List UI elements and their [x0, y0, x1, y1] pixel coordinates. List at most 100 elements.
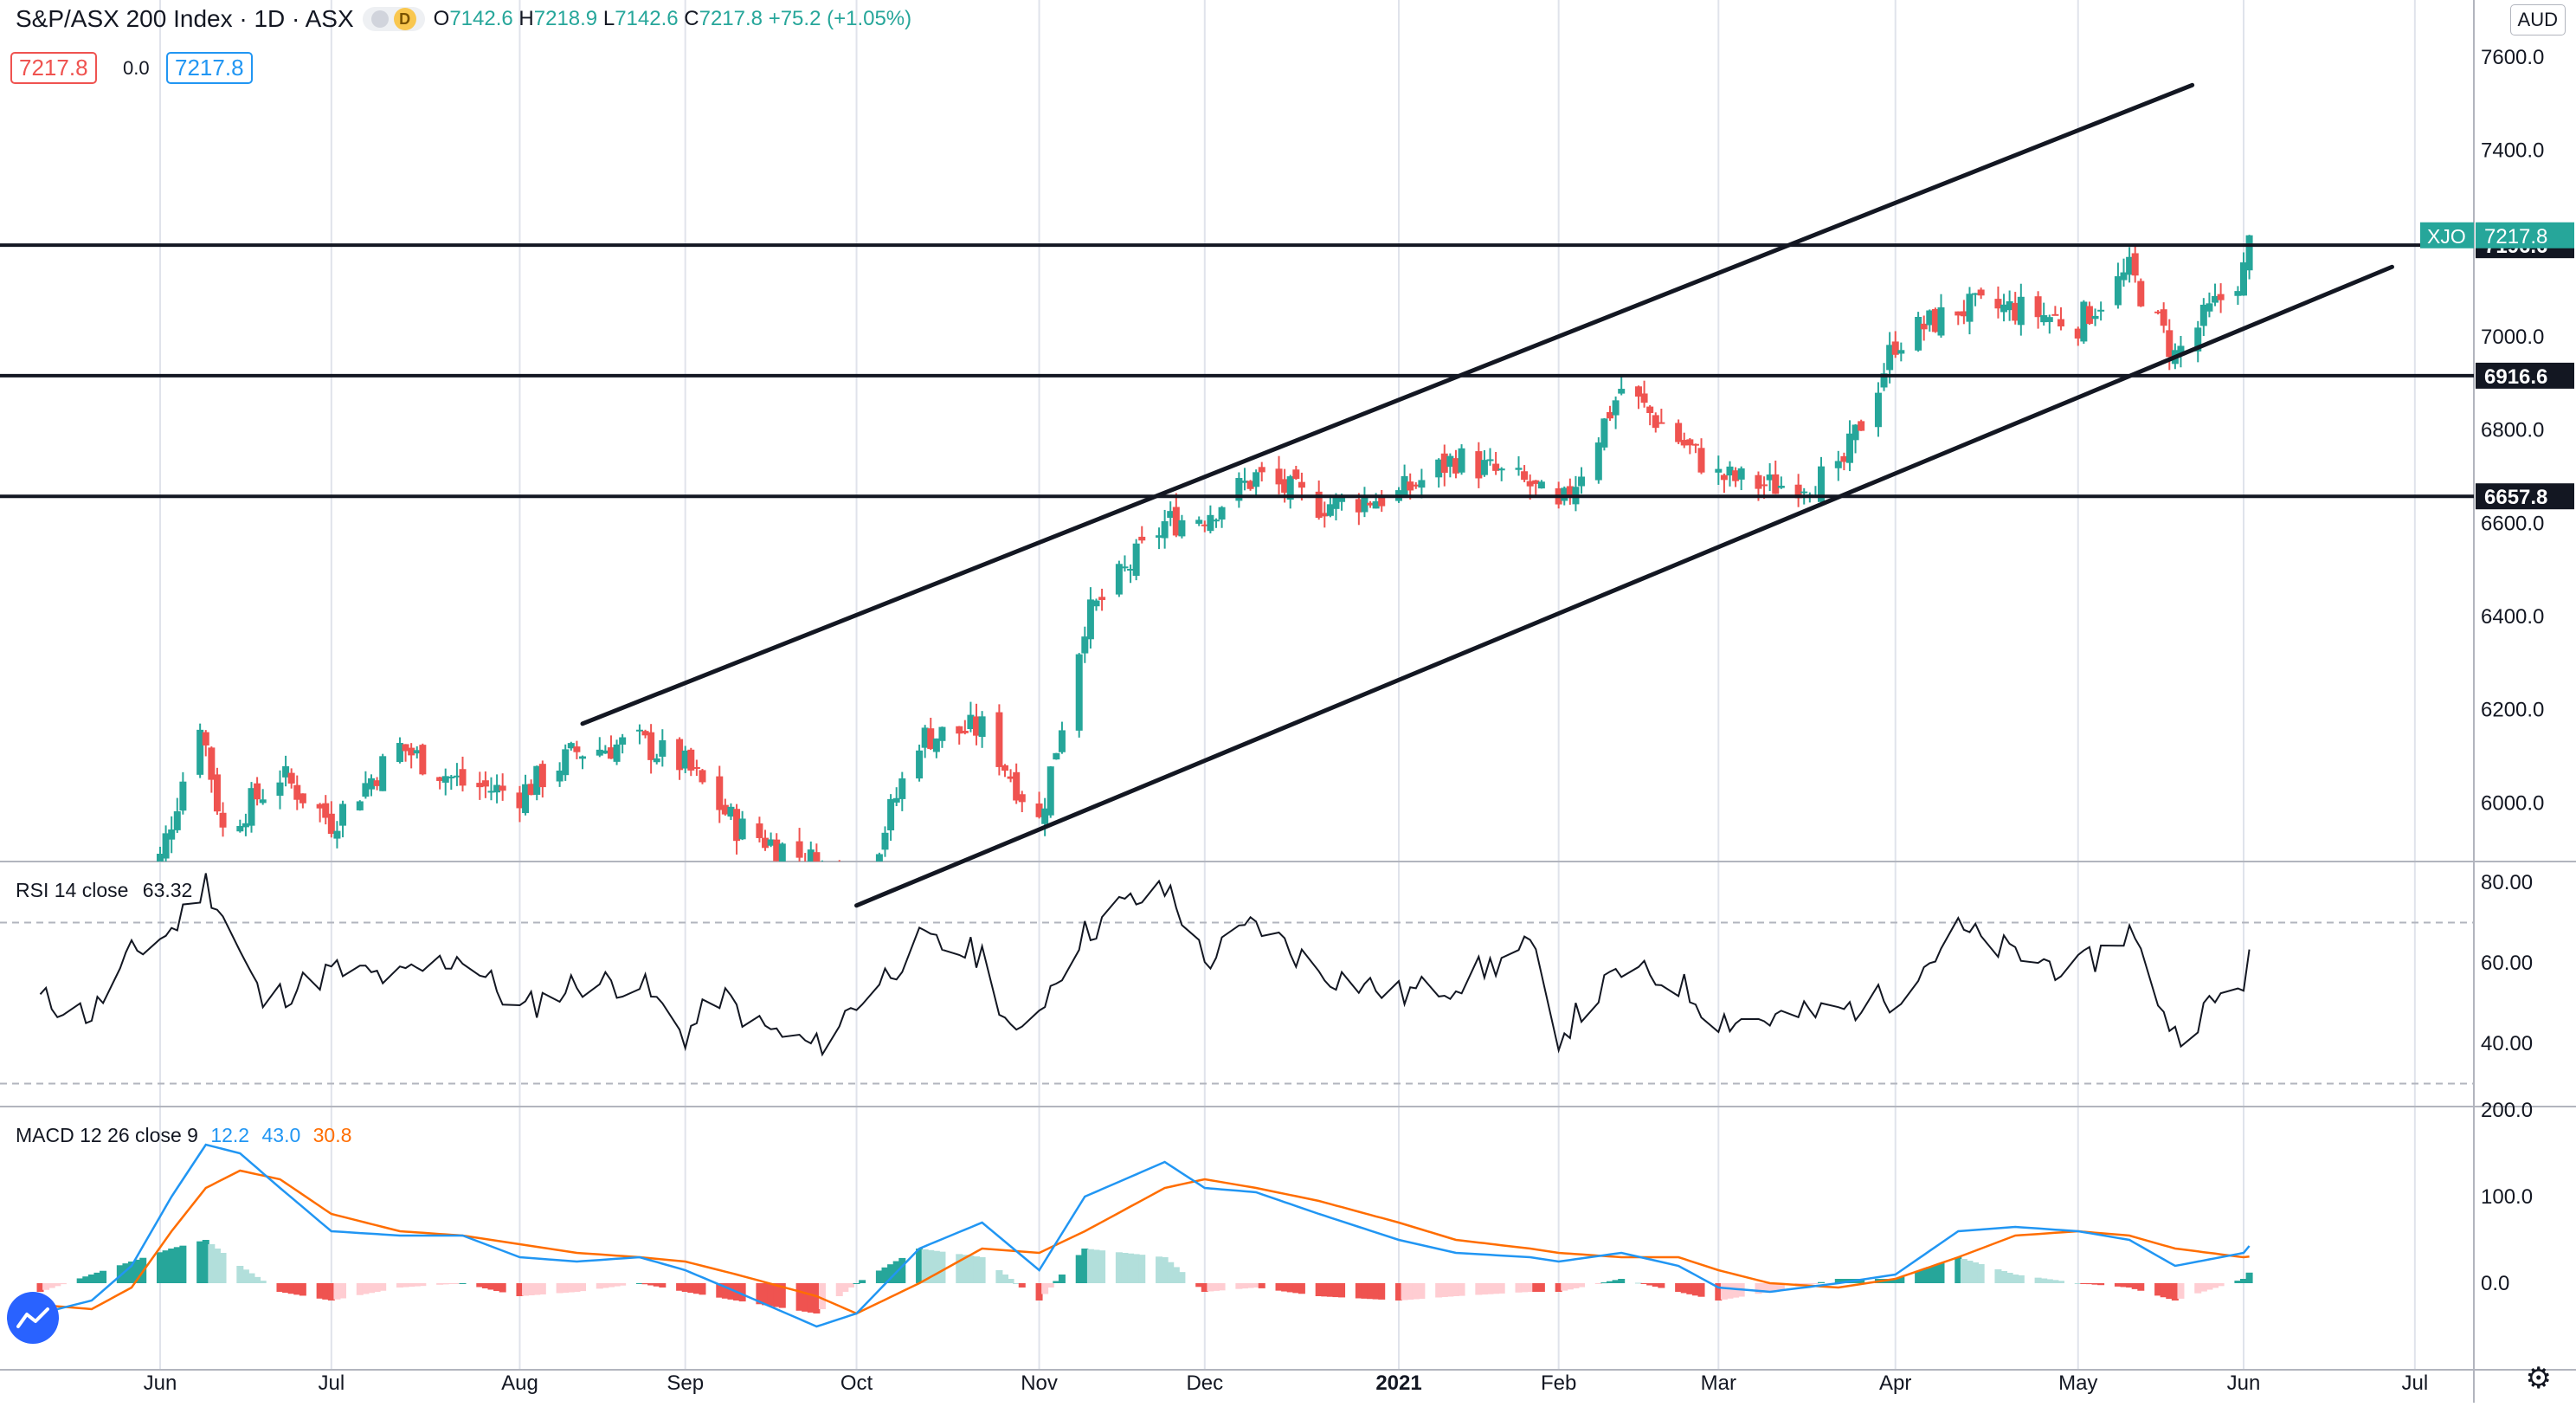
- macd-histogram-bar: [1658, 1283, 1665, 1288]
- candle-body: [2245, 235, 2253, 271]
- candle-body: [1652, 415, 1659, 429]
- candle-body: [727, 806, 735, 817]
- candle-body: [2006, 301, 2013, 311]
- candle-body: [1298, 481, 1305, 488]
- macd-histogram-bar: [1492, 1283, 1500, 1294]
- bid-price-box[interactable]: 7217.8: [10, 52, 97, 84]
- candle-body: [1634, 386, 1642, 397]
- price-tag-symbol: XJO: [2427, 225, 2466, 248]
- delay-badge: D: [393, 8, 416, 30]
- gear-icon[interactable]: ⚙: [2525, 1362, 2552, 1395]
- candle-body: [847, 909, 854, 911]
- candle-body: [157, 854, 164, 862]
- macd-histogram-bar: [802, 1283, 809, 1312]
- macd-histogram-bar: [2040, 1278, 2048, 1283]
- market-status-icon: [370, 10, 389, 28]
- macd-histogram-bar: [967, 1255, 975, 1283]
- level-tag-bg: [2476, 362, 2574, 389]
- macd-histogram-bar: [36, 1283, 44, 1292]
- macd-histogram-bar: [727, 1283, 735, 1300]
- candle-body: [1537, 481, 1545, 489]
- macd-histogram-bar: [1675, 1283, 1683, 1292]
- candle-body: [1275, 468, 1283, 485]
- candle-body: [538, 764, 546, 788]
- candle-body: [1891, 341, 1899, 355]
- candle-body: [2051, 313, 2059, 316]
- candle-body: [1475, 451, 1483, 479]
- macd-histogram-bar: [2212, 1283, 2219, 1288]
- candle-body: [1732, 470, 1740, 481]
- candle-body: [1418, 480, 1426, 488]
- macd-histogram-bar: [927, 1249, 935, 1283]
- macd-histogram-bar: [219, 1253, 227, 1283]
- macd-histogram-bar: [356, 1283, 364, 1295]
- status-pill[interactable]: D: [362, 7, 425, 31]
- currency-label[interactable]: AUD: [2509, 4, 2566, 35]
- macd-histogram-bar: [1212, 1283, 1220, 1291]
- macd-histogram-bar: [1646, 1283, 1654, 1286]
- macd-histogram-bar: [1955, 1257, 1962, 1283]
- macd-histogram-bar: [2166, 1283, 2174, 1300]
- macd-histogram-bar: [1566, 1283, 1574, 1290]
- x-tick-label: Mar: [1701, 1372, 1736, 1395]
- x-tick-label: May: [2058, 1372, 2097, 1395]
- candle-body: [259, 799, 267, 804]
- candle-body: [327, 813, 335, 834]
- candle-body: [1440, 453, 1448, 474]
- macd-histogram-bar: [2217, 1283, 2225, 1287]
- candle-body: [254, 783, 261, 800]
- candle-body: [1680, 440, 1688, 446]
- candle-body: [1566, 486, 1574, 499]
- candle-body: [1041, 808, 1049, 824]
- candle-body: [219, 812, 227, 828]
- symbol-title[interactable]: S&P/ASX 200 Index · 1D · ASX: [16, 5, 354, 32]
- macd-histogram-bar: [1286, 1283, 1294, 1293]
- macd-histogram-bar: [1897, 1276, 1905, 1283]
- macd-histogram-bar: [602, 1283, 609, 1288]
- candle-body: [762, 837, 770, 849]
- macd-histogram-bar: [556, 1283, 564, 1294]
- candle-body: [2120, 272, 2128, 281]
- macd-histogram-bar: [42, 1283, 50, 1290]
- x-tick-label: Aug: [501, 1372, 538, 1395]
- macd-histogram-bar: [1378, 1283, 1386, 1300]
- macd-histogram-bar: [1680, 1283, 1688, 1294]
- candle-body: [1766, 474, 1774, 481]
- macd-legend[interactable]: MACD 12 26 close 9 12.2 43.0 30.8: [16, 1124, 352, 1146]
- candle-body: [836, 869, 843, 881]
- macd-histogram-bar: [322, 1283, 330, 1300]
- rsi-legend[interactable]: RSI 14 close 63.32: [16, 879, 193, 901]
- candle-body: [1452, 458, 1459, 474]
- macd-y-tick: 200.0: [2481, 1099, 2533, 1122]
- macd-histogram-bar: [1555, 1283, 1562, 1292]
- trendline-tool-icon[interactable]: [7, 1292, 59, 1344]
- candle-body: [1195, 520, 1203, 524]
- candle-body: [961, 731, 969, 733]
- candle-body: [2080, 301, 2088, 342]
- macd-histogram-bar: [1458, 1283, 1465, 1296]
- candle-body: [802, 865, 808, 869]
- macd-histogram-bar: [1891, 1279, 1899, 1283]
- candle-body: [379, 756, 387, 791]
- candle-body: [841, 885, 848, 906]
- macd-histogram-bar: [956, 1254, 963, 1283]
- candle-body: [2057, 319, 2064, 327]
- candle-body: [1640, 393, 1648, 403]
- candle-body: [596, 749, 603, 756]
- candle-body: [1435, 459, 1443, 478]
- macd-histogram-bar: [254, 1276, 261, 1283]
- candle-body: [973, 716, 981, 736]
- macd-signal-line: [40, 1169, 2250, 1315]
- candle-body: [1172, 507, 1180, 536]
- macd-histogram-bar: [1452, 1283, 1459, 1296]
- macd-histogram-bar: [1732, 1283, 1740, 1298]
- rsi-line: [39, 873, 2251, 1057]
- candle-body: [978, 716, 986, 738]
- macd-histogram-bar: [1240, 1283, 1248, 1289]
- macd-histogram-bar: [2006, 1273, 2013, 1283]
- macd-histogram-bar: [1401, 1283, 1408, 1301]
- macd-histogram-bar: [1920, 1268, 1928, 1283]
- ask-price-box[interactable]: 7217.8: [166, 52, 253, 84]
- macd-histogram-bar: [1915, 1270, 1922, 1283]
